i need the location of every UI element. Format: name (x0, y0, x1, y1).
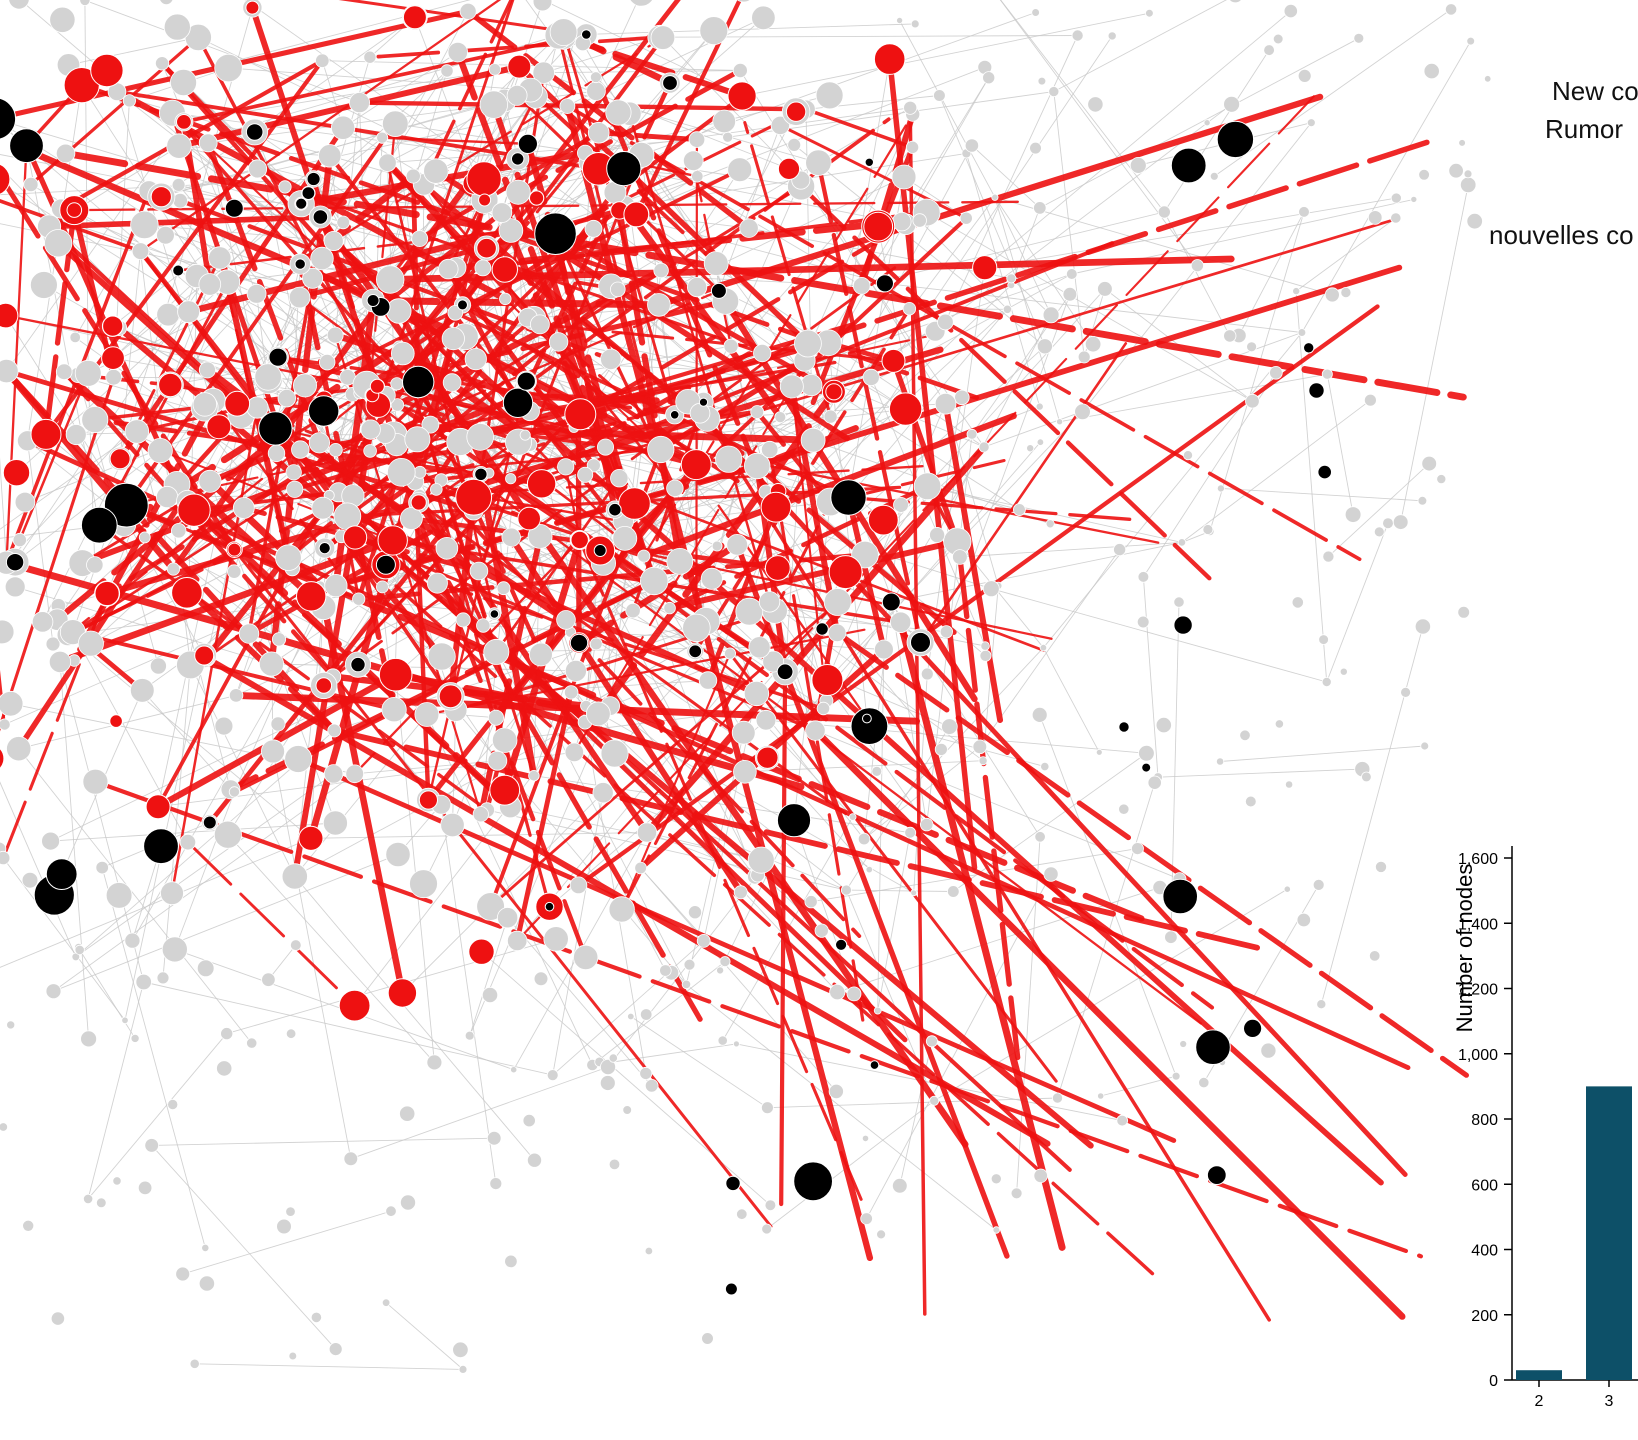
legend-new-connections: New co (1552, 76, 1638, 106)
legend-rumor: Rumor (1545, 114, 1624, 144)
rumor-nodes (0, 0, 998, 1022)
rumor-edges (0, 0, 1470, 1322)
legend-nouvelles-connexions: nouvelles co (1489, 220, 1634, 250)
black-nodes (0, 29, 1332, 1296)
